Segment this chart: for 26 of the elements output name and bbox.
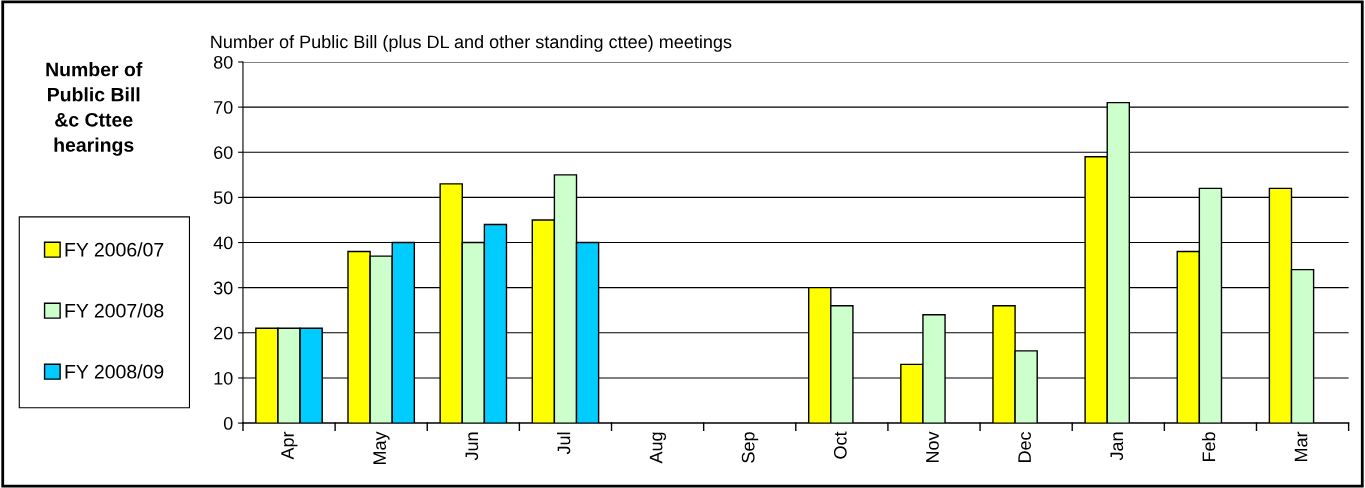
y-tick-label: 60 [214,146,233,159]
y-tick-label: 0 [223,417,233,430]
x-tick-label: Oct [833,431,847,459]
x-tick-label: Mar [1294,431,1308,462]
x-tick-label: Feb [1202,432,1216,462]
y-tick-label: 10 [214,371,233,385]
x-tick-label: May [373,431,390,465]
x-tick-label: Nov [926,431,939,463]
legend-label: FY 2006/07 [65,242,164,257]
legend-label: FY 2008/09 [65,364,164,379]
x-tick-label: Jun [465,432,479,461]
x-tick-label: Jan [1110,432,1124,461]
y-tick-label: 80 [213,55,233,69]
y-tick-label: 20 [214,326,233,340]
x-tick-label: Sep [741,432,759,463]
y-tick-label: 50 [213,191,233,205]
y-axis-title: Number of Public Bill &c Cttee hearings [46,62,143,156]
x-tick-label: Aug [649,432,666,464]
x-tick-label: Dec [1018,431,1031,463]
x-tick-label: Jul [557,432,571,455]
legend-label: FY 2007/08 [65,303,164,318]
chart-title: Number of Public Bill (plus DL and other standing cttee) meetings [211,35,732,52]
x-tick-label: Apr [281,431,298,460]
y-tick-label: 40 [213,236,233,250]
y-tick-label: 70 [214,101,233,114]
y-tick-label: 30 [213,281,233,295]
